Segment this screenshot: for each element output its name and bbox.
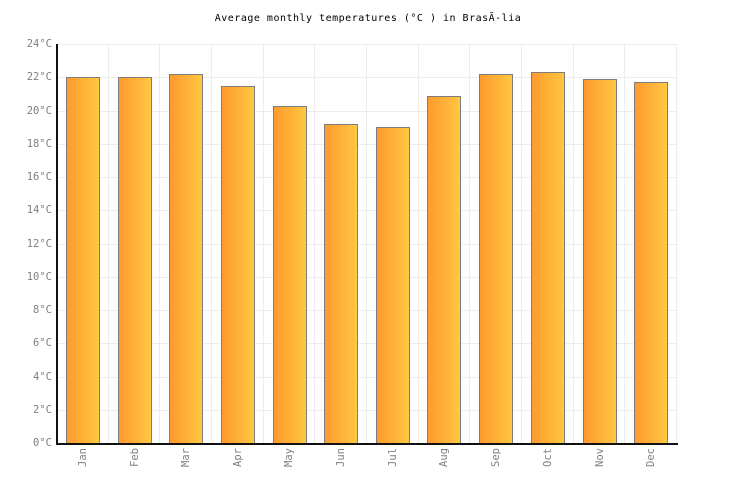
y-tick-label: 24°C <box>26 38 52 50</box>
bar-mar[interactable] <box>169 74 203 443</box>
v-gridline <box>108 44 109 443</box>
x-tick-label-sep: Sep <box>490 448 502 467</box>
y-tick-label: 22°C <box>26 71 52 83</box>
bar-may[interactable] <box>273 106 307 443</box>
bar-oct[interactable] <box>531 72 565 443</box>
bar-sep[interactable] <box>479 74 513 443</box>
v-gridline <box>211 44 212 443</box>
v-gridline <box>314 44 315 443</box>
bar-dec[interactable] <box>634 82 668 443</box>
y-tick-label: 0°C <box>33 437 52 449</box>
y-tick-label: 2°C <box>33 404 52 416</box>
bar-jul[interactable] <box>376 127 410 443</box>
v-gridline <box>159 44 160 443</box>
h-gridline <box>57 244 677 245</box>
h-gridline <box>57 210 677 211</box>
x-tick-label-aug: Aug <box>438 448 450 467</box>
bar-feb[interactable] <box>118 77 152 443</box>
y-tick-label: 14°C <box>26 204 52 216</box>
v-gridline <box>573 44 574 443</box>
bar-jun[interactable] <box>324 124 358 443</box>
bar-jan[interactable] <box>66 77 100 443</box>
y-tick-label: 10°C <box>26 271 52 283</box>
h-gridline <box>57 410 677 411</box>
y-axis-line <box>56 44 58 445</box>
v-gridline <box>418 44 419 443</box>
h-gridline <box>57 111 677 112</box>
h-gridline <box>57 377 677 378</box>
chart-title: Average monthly temperatures (°C ) in Br… <box>214 13 522 24</box>
y-tick-label: 12°C <box>26 238 52 250</box>
h-gridline <box>57 310 677 311</box>
v-gridline <box>469 44 470 443</box>
h-gridline <box>57 177 677 178</box>
h-gridline <box>57 277 677 278</box>
h-gridline <box>57 44 677 45</box>
x-tick-label-jul: Jul <box>387 448 399 467</box>
x-tick-label-feb: Feb <box>129 448 141 467</box>
x-tick-label-nov: Nov <box>594 448 606 467</box>
bar-nov[interactable] <box>583 79 617 443</box>
plot-area <box>57 44 677 443</box>
y-tick-label: 8°C <box>33 304 52 316</box>
y-tick-label: 18°C <box>26 138 52 150</box>
x-tick-label-mar: Mar <box>180 448 192 467</box>
x-tick-label-jan: Jan <box>77 448 89 467</box>
x-axis-line <box>56 443 678 445</box>
x-tick-label-oct: Oct <box>542 448 554 467</box>
v-gridline <box>263 44 264 443</box>
x-tick-label-jun: Jun <box>335 448 347 467</box>
h-gridline <box>57 343 677 344</box>
y-tick-label: 4°C <box>33 371 52 383</box>
h-gridline <box>57 144 677 145</box>
v-gridline <box>366 44 367 443</box>
y-tick-label: 6°C <box>33 337 52 349</box>
v-gridline <box>676 44 677 443</box>
h-gridline <box>57 77 677 78</box>
bar-apr[interactable] <box>221 86 255 443</box>
x-tick-label-apr: Apr <box>232 448 244 467</box>
x-tick-label-may: May <box>283 448 295 467</box>
v-gridline <box>521 44 522 443</box>
v-gridline <box>624 44 625 443</box>
x-tick-label-dec: Dec <box>645 448 657 467</box>
y-tick-label: 16°C <box>26 171 52 183</box>
y-tick-label: 20°C <box>26 105 52 117</box>
bar-aug[interactable] <box>427 96 461 443</box>
